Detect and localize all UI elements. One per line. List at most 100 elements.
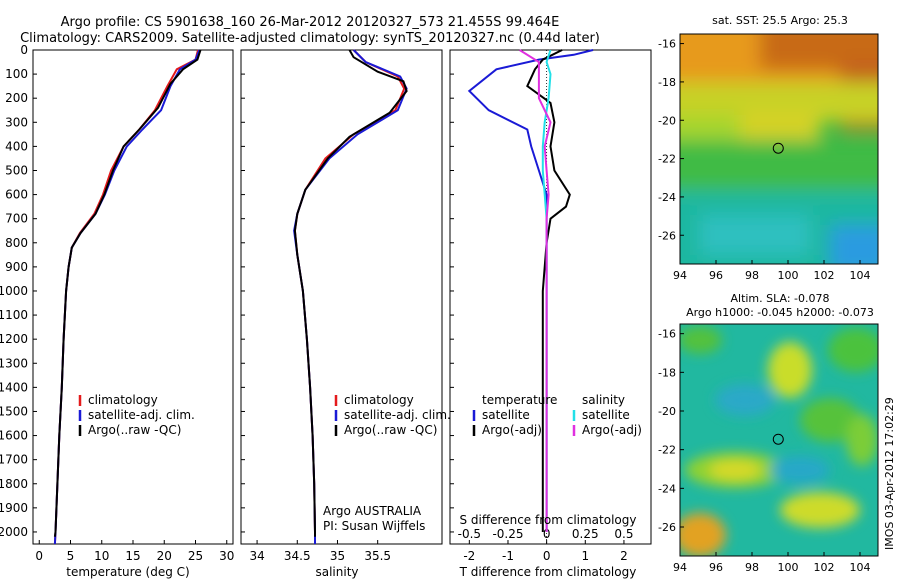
- depth-tick-label: 600: [5, 188, 28, 202]
- series-line: [293, 49, 408, 544]
- series-line: [293, 49, 406, 544]
- longitude-tick-label: 98: [745, 561, 759, 574]
- x-tick-label: 10: [94, 549, 109, 563]
- salinity-difference-tick-label: -0.25: [492, 527, 523, 541]
- depth-tick-label: 1300: [0, 356, 28, 370]
- longitude-tick-label: 94: [673, 269, 687, 282]
- sla-map-latitude-ticks: -16 -18 -20 -22 -24 -26: [658, 328, 684, 534]
- sla-map-panel: Altim. SLA: -0.078 Argo h1000: -0.045 h2…: [658, 292, 879, 574]
- series-line: [53, 49, 202, 537]
- depth-tick-label: 0: [20, 43, 28, 57]
- salinity-xlabel: salinity: [315, 565, 358, 579]
- legend-label: Argo(-adj): [582, 423, 642, 437]
- longitude-tick-label: 104: [850, 269, 871, 282]
- x-tick-label: 1: [581, 549, 589, 563]
- sla-map-longitude-ticks: 94 96 98 100 102 104: [673, 552, 871, 574]
- latitude-tick-label: -26: [658, 229, 676, 242]
- depth-tick-label: 1500: [0, 404, 28, 418]
- longitude-tick-label: 102: [814, 561, 835, 574]
- depth-tick-label: 1000: [0, 284, 28, 298]
- series-line: [526, 49, 571, 532]
- longitude-tick-label: 100: [778, 561, 799, 574]
- legend-label: climatology: [344, 393, 414, 407]
- legend-label: satellite-adj. clim.: [88, 408, 195, 422]
- x-tick-label: -1: [502, 549, 514, 563]
- depth-tick-label: 700: [5, 212, 28, 226]
- latitude-tick-label: -16: [658, 38, 676, 51]
- depth-tick-label: 100: [5, 67, 28, 81]
- legend-label: temperature: [482, 393, 557, 407]
- depth-tick-label: 1200: [0, 332, 28, 346]
- x-tick-label: 5: [67, 549, 75, 563]
- argo-location-marker: [772, 433, 784, 445]
- depth-tick-label: 1600: [0, 429, 28, 443]
- sst-map-panel: sat. SST: 25.5 Argo: 25.3 94 96 98 100 102 10…: [658, 14, 879, 282]
- x-tick-label: 2: [620, 549, 628, 563]
- salinity-difference-tick-label: 0.5: [614, 527, 633, 541]
- latitude-tick-label: -18: [658, 76, 676, 89]
- x-tick-label: 35.5: [364, 549, 391, 563]
- depth-tick-label: 400: [5, 139, 28, 153]
- latitude-tick-label: -20: [658, 405, 676, 418]
- series-line: [53, 49, 201, 545]
- legend-label: salinity: [582, 393, 625, 407]
- series-line: [467, 49, 594, 532]
- salinity-difference-tick-label: -0.5: [458, 527, 481, 541]
- series-line: [53, 49, 199, 545]
- sst-map-latitude-ticks: -16 -18 -20 -22 -24 -26: [658, 38, 684, 242]
- sla-field: [680, 324, 878, 556]
- sst-field: [680, 34, 878, 264]
- depth-tick-label: 300: [5, 115, 28, 129]
- depth-tick-labels: 0 100 200 300 400 500 600 700 800 900 1000 1100 1200…: [0, 43, 454, 539]
- latitude-tick-label: -18: [658, 366, 676, 379]
- latitude-tick-label: -16: [658, 328, 676, 341]
- latitude-tick-label: -26: [658, 521, 676, 534]
- depth-tick-label: 1700: [0, 453, 28, 467]
- salinity-difference-tick-label: 0.25: [572, 527, 599, 541]
- argo-country-annotation: Argo AUSTRALIA: [323, 504, 422, 518]
- temperature-axes-box: [32, 49, 234, 545]
- legend-label: satellite: [482, 408, 530, 422]
- legend-label: satellite: [582, 408, 630, 422]
- sst-map-frame: [679, 33, 879, 265]
- salinity-axes-box: [240, 49, 443, 545]
- salinity-difference-tick-label: 0: [543, 527, 551, 541]
- x-tick-label: 20: [157, 549, 172, 563]
- legend-label: climatology: [88, 393, 158, 407]
- depth-tick-label: 1800: [0, 477, 28, 491]
- difference-tick-labels: -2 -1 0 1 2 -0.5 -0.25 0 0.25 0.5: [458, 527, 634, 563]
- depth-tick-label: 500: [5, 163, 28, 177]
- series-line: [519, 49, 552, 532]
- longitude-tick-label: 96: [709, 269, 723, 282]
- x-tick-label: -2: [463, 549, 475, 563]
- longitude-tick-label: 104: [850, 561, 871, 574]
- x-tick-label: 30: [219, 549, 234, 563]
- legend-label: Argo(..raw -QC): [344, 423, 437, 437]
- x-tick-label: 34: [249, 549, 264, 563]
- sla-map-subtitle: Argo h1000: -0.045 h2000: -0.073: [686, 306, 874, 319]
- imos-timestamp: IMOS 03-Apr-2012 17:02:29: [883, 397, 896, 550]
- sst-map-longitude-ticks: 94 96 98 100 102 104: [673, 260, 871, 282]
- sla-map-frame: [679, 323, 879, 557]
- depth-tick-label: 1100: [0, 308, 28, 322]
- latitude-tick-label: -22: [658, 153, 676, 166]
- longitude-tick-label: 100: [778, 269, 799, 282]
- temperature-tick-labels: 0 5 10 15 20 25 30: [35, 540, 234, 563]
- difference-series: [467, 49, 594, 532]
- x-tick-label: 35: [330, 549, 345, 563]
- series-line: [293, 49, 408, 537]
- argo-pi-annotation: PI: Susan Wijffels: [323, 519, 425, 533]
- salinity-tick-labels: 34 34.5 35 35.5: [249, 540, 391, 563]
- sst-map-title: sat. SST: 25.5 Argo: 25.3: [712, 14, 848, 27]
- longitude-tick-label: 102: [814, 269, 835, 282]
- x-tick-label: 0: [543, 549, 551, 563]
- longitude-tick-label: 96: [709, 561, 723, 574]
- temperature-xlabel: temperature (deg C): [66, 565, 189, 579]
- argo-location-marker: [772, 142, 784, 154]
- longitude-tick-label: 98: [745, 269, 759, 282]
